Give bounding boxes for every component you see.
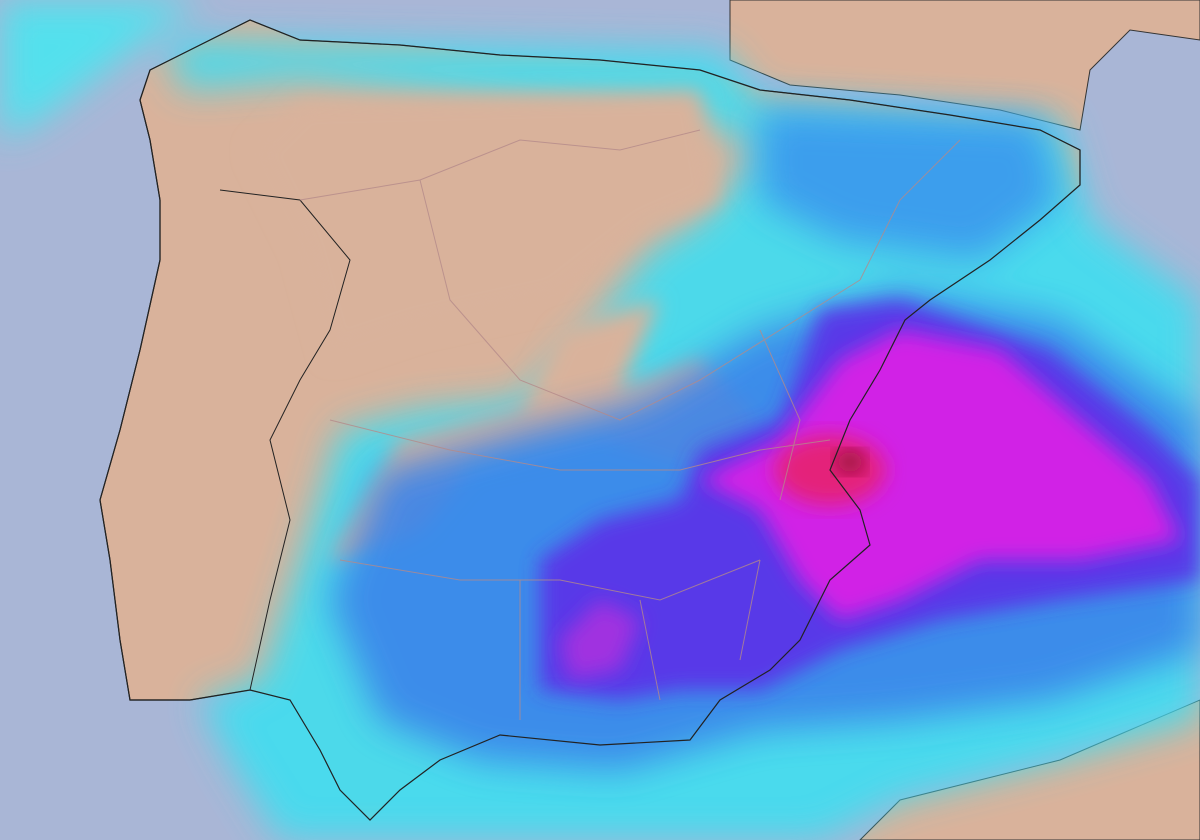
rain-dark-red xyxy=(836,451,864,473)
border xyxy=(219,189,351,691)
regional-borders xyxy=(299,129,961,720)
dry-gap xyxy=(250,90,720,360)
rain-magenta xyxy=(560,600,640,680)
rain-magenta xyxy=(700,330,1180,620)
rain-cyan xyxy=(0,0,200,140)
rain-blue xyxy=(760,110,1060,260)
france-land xyxy=(729,0,1200,131)
coastline xyxy=(99,19,1081,821)
